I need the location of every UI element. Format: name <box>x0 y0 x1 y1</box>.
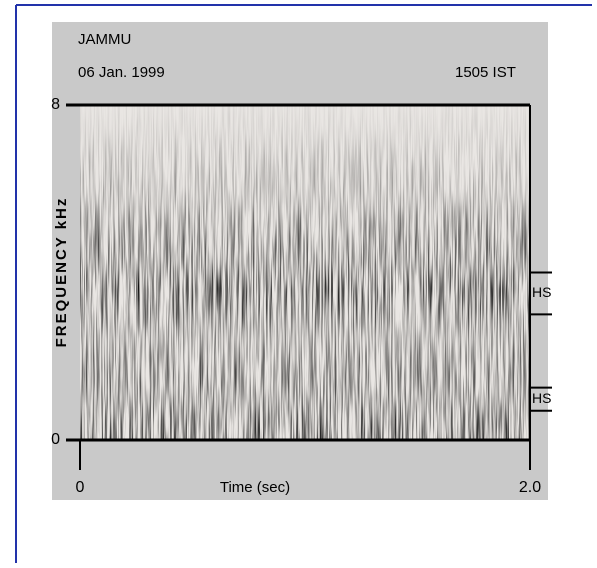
y-axis-label: FREQUENCY kHz <box>53 197 70 348</box>
y-tick-label: 0 <box>51 431 60 448</box>
date: 06 Jan. 1999 <box>78 64 165 81</box>
station: JAMMU <box>78 31 131 48</box>
band-label: HS <box>532 390 551 406</box>
y-tick-label: 8 <box>51 96 60 113</box>
spectrogram-texture <box>80 105 530 440</box>
x-tick-label: 2.0 <box>519 479 541 496</box>
time-label: 1505 IST <box>455 64 516 81</box>
band-label: HS <box>532 284 551 300</box>
x-tick-label: 0 <box>76 479 85 496</box>
x-axis-label: Time (sec) <box>220 479 290 496</box>
